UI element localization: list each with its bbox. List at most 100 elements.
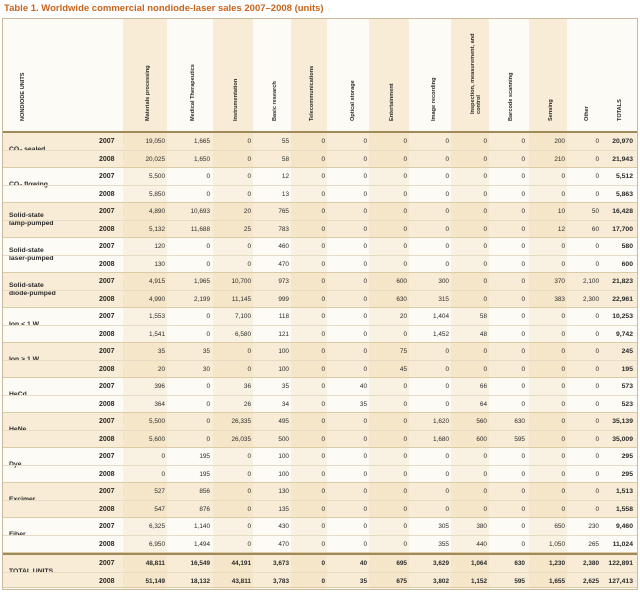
value-cell: 0 [445,453,449,460]
value-cell: 0 [363,296,367,303]
value-cell: 0 [403,453,407,460]
value-cell: 4,990 [149,296,165,303]
value-cell: 630 [514,560,525,567]
table-row: 2008 5,600 0 26,035 500 0 0 0 1,680 600 595 0 0 35,00… [3,430,637,448]
laser-type-label: HeNe [9,426,27,433]
value-cell: 595 [514,578,525,585]
value-cell: 0 [206,191,210,198]
table-row: 2008 51,149 18,132 43,811 3,783 0 35 675 3,802 1,… [3,572,637,590]
table-row: 2008 5,850 0 0 13 0 0 0 0 0 0 0 0 5,863 [3,185,637,203]
value-cell: 0 [521,278,525,285]
laser-type-label: CO₂ flowing [9,181,48,188]
value-cell: 364 [154,401,165,408]
table-row: 2008 5,132 11,688 25 783 0 0 0 0 0 0 12 60 17,700 [3,220,637,238]
value-cell: 0 [561,348,565,355]
value-cell: 6,580 [235,331,251,338]
value-cell: 0 [595,418,599,425]
value-cell: 1,050 [549,541,565,548]
laser-group: HeCd 2007 396 0 36 35 0 40 0 0 66 0 0 0 573 2008 364 0 26 3… [3,378,637,413]
table-header: NONDIODE UNITS Materials processing Medic… [3,19,637,133]
value-cell: 0 [445,191,449,198]
table-title: Table 1. Worldwide commercial nondiode-l… [4,3,324,14]
totals-header-cell: TOTALS [601,25,633,127]
value-cell: 0 [321,578,325,585]
value-cell: 12 [281,173,289,180]
total-cell: 573 [621,383,633,390]
value-cell: 1,404 [433,313,449,320]
value-cell: 0 [561,173,565,180]
table-row: 2008 1,541 0 6,580 121 0 0 0 1,452 48 0 0 0 9,742 [3,325,637,343]
column-header-cell: Basic research [255,25,289,127]
value-cell: 0 [521,366,525,373]
value-cell: 1,620 [433,418,449,425]
value-cell: 0 [561,243,565,250]
value-cell: 3,783 [273,578,289,585]
value-cell: 58 [479,313,487,320]
column-header-label: Other [584,105,590,121]
value-cell: 0 [595,313,599,320]
value-cell: 45 [399,366,407,373]
value-cell: 0 [206,313,210,320]
value-cell: 0 [363,453,367,460]
value-cell: 2,300 [583,296,599,303]
value-cell: 75 [399,348,407,355]
value-cell: 135 [278,506,289,513]
value-cell: 5,850 [149,191,165,198]
laser-type-label: Ion > 1 W [9,356,40,363]
value-cell: 40 [359,560,367,567]
laser-group: Solid-state laser-pumped 2007 120 0 0 460 0 0 0 0… [3,238,637,273]
value-cell: 560 [476,418,487,425]
value-cell: 396 [154,383,165,390]
value-cell: 20 [157,366,165,373]
value-cell: 0 [483,296,487,303]
value-cell: 26,035 [231,436,251,443]
value-cell: 1,140 [194,523,210,530]
value-cell: 1,152 [471,578,487,585]
value-cell: 0 [321,138,325,145]
value-cell: 0 [321,348,325,355]
value-cell: 0 [483,506,487,513]
value-cell: 195 [199,471,210,478]
year-cell: 2007 [99,418,115,425]
column-stripe [253,19,291,131]
value-cell: 0 [521,261,525,268]
value-cell: 5,500 [149,418,165,425]
column-header-label: Optical storage [350,79,356,121]
year-cell: 2007 [99,278,115,285]
value-cell: 35 [359,578,367,585]
year-cell: 2008 [99,541,115,548]
value-cell: 0 [595,191,599,198]
value-cell: 0 [445,173,449,180]
value-cell: 470 [278,261,289,268]
value-cell: 265 [588,541,599,548]
table-row: 2007 19,050 1,665 0 55 0 0 0 0 0 0 200 0 20,970 [3,133,637,150]
value-cell: 19,050 [145,138,165,145]
column-header-cell: Telecommunications [293,25,325,127]
value-cell: 0 [206,243,210,250]
value-cell: 0 [321,296,325,303]
value-cell: 0 [403,331,407,338]
value-cell: 0 [206,383,210,390]
year-cell: 2008 [99,471,115,478]
value-cell: 0 [445,471,449,478]
value-cell: 34 [281,401,289,408]
value-cell: 383 [554,296,565,303]
value-cell: 0 [483,453,487,460]
value-cell: 2,625 [583,578,599,585]
column-header-label: Entertainment [389,82,395,121]
column-header-label: Image recording [431,77,437,121]
value-cell: 48 [479,331,487,338]
value-cell: 0 [363,436,367,443]
value-cell: 0 [321,366,325,373]
value-cell: 100 [278,453,289,460]
value-cell: 0 [363,348,367,355]
value-cell: 200 [554,138,565,145]
year-cell: 2008 [99,401,115,408]
value-cell: 0 [363,471,367,478]
value-cell: 121 [278,331,289,338]
value-cell: 0 [321,523,325,530]
year-cell: 2007 [99,453,115,460]
value-cell: 370 [554,278,565,285]
value-cell: 120 [154,243,165,250]
year-cell: 2008 [99,226,115,233]
